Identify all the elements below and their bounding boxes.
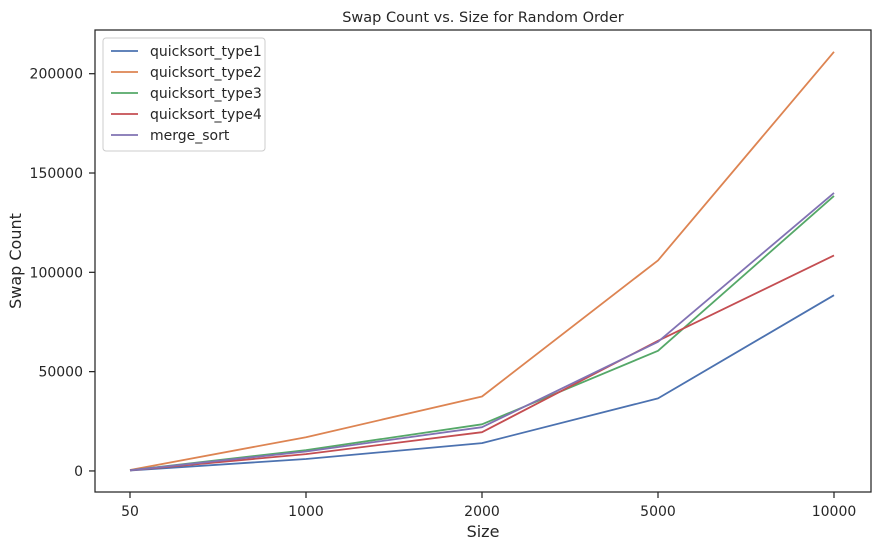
x-axis-label: Size <box>467 522 500 541</box>
series-line-quicksort_type4 <box>129 254 835 472</box>
legend-label: quicksort_type4 <box>150 107 262 123</box>
x-axis-ticks: 50 1000 2000 5000 10000 <box>121 492 856 520</box>
x-tick-label: 1000 <box>288 504 324 520</box>
series-line-merge_sort <box>129 192 835 472</box>
y-axis-ticks: 0 50000 100000 150000 200000 <box>30 67 95 480</box>
x-tick-label: 5000 <box>640 504 676 520</box>
chart-title: Swap Count vs. Size for Random Order <box>342 10 624 26</box>
legend: quicksort_type1 quicksort_type2 quicksort_… <box>102 37 266 152</box>
y-tick-label: 50000 <box>38 365 83 381</box>
series-line-quicksort_type1 <box>129 294 835 472</box>
x-tick-label: 10000 <box>812 504 857 520</box>
legend-box <box>102 37 266 152</box>
legend-label: quicksort_type2 <box>150 65 262 81</box>
legend-label: merge_sort <box>150 128 230 144</box>
y-axis-label: Swap Count <box>6 213 25 309</box>
y-tick-label: 200000 <box>30 67 83 83</box>
series-line-quicksort_type2 <box>129 51 835 471</box>
x-tick-label: 50 <box>121 504 139 520</box>
y-tick-label: 100000 <box>30 265 83 281</box>
y-tick-label: 150000 <box>30 166 83 182</box>
y-tick-label: 0 <box>74 464 83 480</box>
legend-label: quicksort_type3 <box>150 86 262 102</box>
series-line-quicksort_type3 <box>129 195 835 472</box>
x-tick-label: 2000 <box>464 504 500 520</box>
series-lines <box>129 51 835 472</box>
legend-label: quicksort_type1 <box>150 44 262 60</box>
